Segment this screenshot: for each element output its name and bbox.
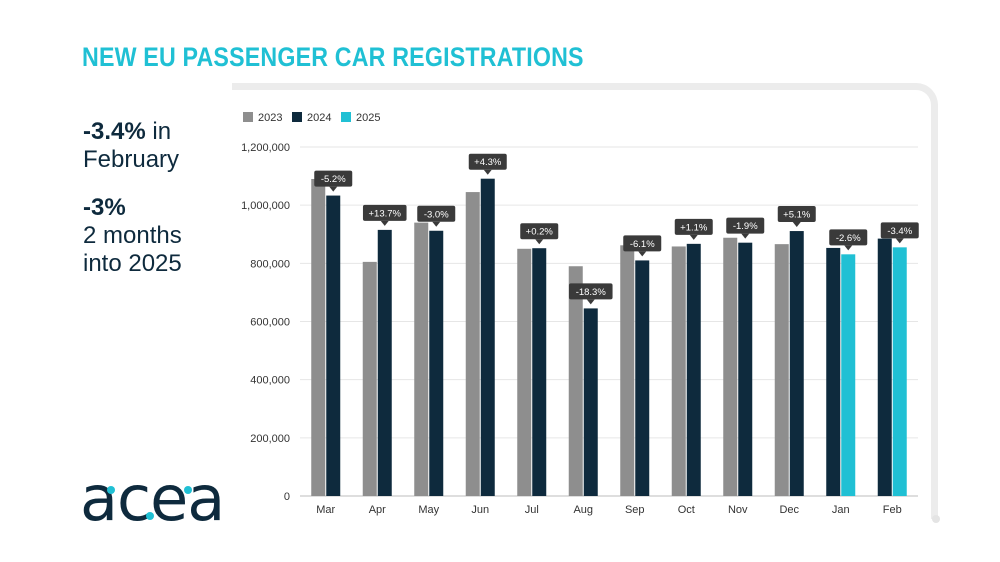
change-callout (777, 206, 816, 223)
change-callout-label: +1.1% (680, 222, 708, 233)
x-tick-label: Apr (369, 504, 386, 516)
stat-ytd-label-line1: 2 months (83, 222, 182, 249)
acea-logo: acea (80, 462, 230, 535)
x-tick-label: Dec (779, 504, 799, 516)
stat-february-value: -3.4% (83, 118, 146, 145)
bar-2024-feb (877, 238, 892, 497)
bar-2025-feb (892, 247, 907, 496)
legend-swatch (243, 112, 253, 122)
chart-panel-frame (232, 83, 938, 519)
change-callout-pointer (329, 186, 338, 192)
legend-label: 2025 (356, 112, 380, 124)
bar-2024-mar (326, 195, 341, 497)
legend-label: 2023 (258, 112, 282, 124)
stat-february-label: February (83, 146, 180, 173)
change-callout-label: +13.7% (369, 208, 402, 219)
x-tick-label: Jul (525, 504, 539, 516)
change-callout-pointer (844, 245, 853, 251)
change-callout-label: +4.3% (474, 157, 502, 168)
bar-2023-apr (362, 261, 377, 496)
change-callout-label: -1.9% (733, 221, 758, 232)
change-callout (568, 283, 613, 300)
bar-2023-may (414, 222, 429, 496)
change-callout-pointer (380, 220, 389, 226)
x-tick-label: Aug (573, 504, 593, 516)
change-callout-label: +5.1% (783, 210, 811, 221)
y-tick-label: 0 (284, 491, 290, 503)
bar-2023-oct (671, 246, 686, 496)
stat-ytd: -3% 2 months into 2025 (83, 194, 182, 278)
legend-swatch (292, 112, 302, 122)
y-tick-label: 400,000 (250, 375, 290, 387)
change-callout-pointer (483, 169, 492, 175)
bar-2024-dec (789, 231, 804, 496)
change-callout-pointer (535, 239, 544, 245)
change-callout-pointer (638, 251, 647, 257)
stat-february: -3.4% in February (83, 118, 179, 174)
change-callout-label: -3.0% (424, 209, 449, 220)
change-callout-label: -6.1% (630, 239, 655, 250)
change-callout (417, 205, 456, 222)
x-tick-label: Feb (883, 504, 902, 516)
y-tick-label: 600,000 (250, 317, 290, 329)
x-tick-label: Mar (316, 504, 335, 516)
stat-ytd-label-line2: into 2025 (83, 250, 182, 277)
y-tick-label: 200,000 (250, 433, 290, 445)
change-callout (674, 218, 713, 235)
x-tick-label: Oct (678, 504, 695, 516)
change-callout (726, 217, 765, 234)
y-tick-label: 800,000 (250, 258, 290, 270)
change-callout-pointer (741, 233, 750, 239)
change-callout (623, 235, 662, 252)
change-callout-pointer (586, 299, 595, 305)
bar-2024-apr (377, 229, 392, 496)
bar-2023-jun (465, 192, 480, 496)
change-callout-label: -5.2% (321, 174, 346, 185)
bar-2024-jan (826, 247, 841, 496)
change-callout-pointer (895, 238, 904, 244)
stat-ytd-value: -3% (83, 194, 126, 221)
bar-2024-aug (583, 308, 598, 496)
change-callout (880, 222, 919, 239)
change-callout (468, 153, 507, 170)
bar-2025-jan (841, 254, 856, 496)
bar-2023-aug (568, 266, 583, 496)
change-callout-label: -2.6% (836, 233, 861, 244)
change-callout (314, 170, 353, 187)
change-callout-label: +0.2% (526, 227, 554, 238)
change-callout (362, 204, 407, 221)
stat-february-suffix: in (145, 118, 172, 145)
bar-2023-mar (311, 178, 326, 496)
panel-corner-dot (932, 515, 940, 523)
bar-2024-sep (635, 260, 650, 496)
bar-2024-jul (532, 248, 547, 496)
bar-2023-nov (723, 237, 738, 497)
legend-label: 2024 (307, 112, 331, 124)
change-callout-pointer (432, 221, 441, 227)
x-tick-label: Nov (728, 504, 748, 516)
x-tick-label: Jun (471, 504, 489, 516)
change-callout-pointer (792, 222, 801, 228)
svg-text:acea: acea (80, 468, 224, 526)
bar-2023-jul (517, 248, 532, 496)
change-callout-label: -3.4% (887, 226, 912, 237)
change-callout (829, 229, 868, 246)
bar-2024-jun (480, 178, 495, 496)
bar-2024-nov (738, 242, 753, 496)
page-title: NEW EU PASSENGER CAR REGISTRATIONS (82, 42, 584, 72)
x-tick-label: Sep (625, 504, 645, 516)
bar-2024-oct (686, 243, 701, 496)
bar-2023-sep (620, 245, 635, 496)
bar-2023-dec (774, 244, 789, 496)
x-tick-label: May (418, 504, 439, 516)
change-callout-label: -18.3% (576, 287, 607, 298)
x-tick-label: Jan (832, 504, 850, 516)
change-callout-pointer (689, 234, 698, 240)
bar-2024-may (429, 230, 444, 496)
y-tick-label: 1,200,000 (241, 142, 290, 154)
legend-swatch (341, 112, 351, 122)
y-tick-label: 1,000,000 (241, 200, 290, 212)
change-callout (520, 223, 559, 240)
